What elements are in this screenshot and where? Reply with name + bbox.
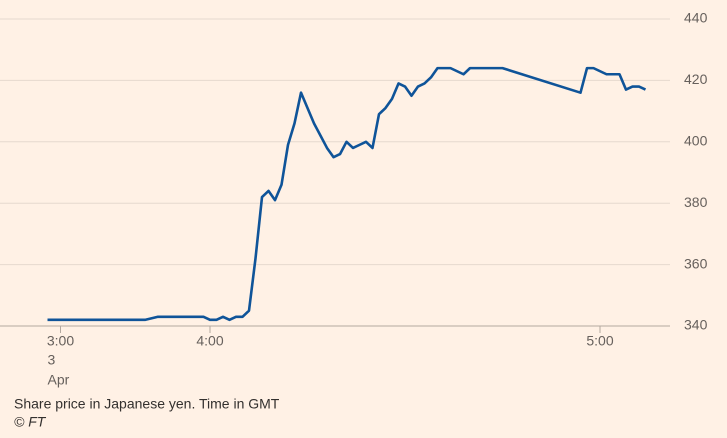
credit: © FT [14,414,47,430]
y-tick-label: 380 [684,194,708,210]
y-tick-label: 340 [684,317,708,333]
x-tick-label: 5:00 [586,333,613,349]
y-tick-label: 360 [684,255,708,271]
price-line [47,66,647,322]
x-date-label: Apr [48,372,70,388]
y-tick-label: 420 [684,71,708,87]
x-date-label: 3 [48,352,56,368]
x-tick-label: 4:00 [196,333,223,349]
x-tick-label: 3:00 [47,333,74,349]
y-tick-label: 400 [684,133,708,149]
source-note: Share price in Japanese yen. Time in GMT [14,396,280,412]
y-tick-label: 440 [684,10,708,26]
